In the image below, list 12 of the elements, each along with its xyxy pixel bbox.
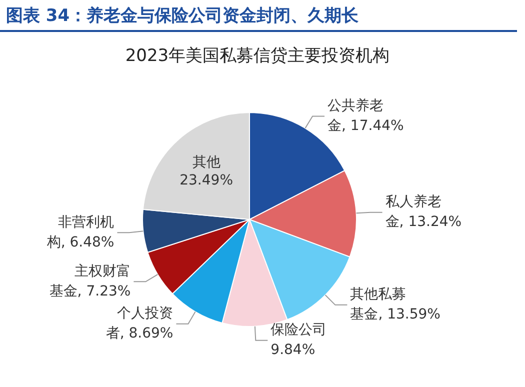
chart-title: 图表 34：养老金与保险公司资金封闭、久期长 <box>0 0 517 32</box>
slice-label: 主权财富基金, 7.23% <box>49 263 131 300</box>
slice-label: 其他 <box>192 154 220 171</box>
slice-label: 私人养老金, 13.24% <box>385 194 462 230</box>
chart-subtitle: 2023年美国私募信贷主要投资机构 <box>124 45 391 67</box>
slice-label: 个人投资者, 8.69% <box>106 305 174 342</box>
slice-label: 非营利机构, 6.48% <box>46 214 114 250</box>
slice-label: 保险公司 <box>270 322 327 338</box>
data-label: 9.84% <box>270 342 316 358</box>
data-label: 23.49% <box>180 172 234 189</box>
slice-label: 其他私募基金, 13.59% <box>350 286 440 323</box>
slice-label: 公共养老金, 17.44% <box>328 98 404 134</box>
